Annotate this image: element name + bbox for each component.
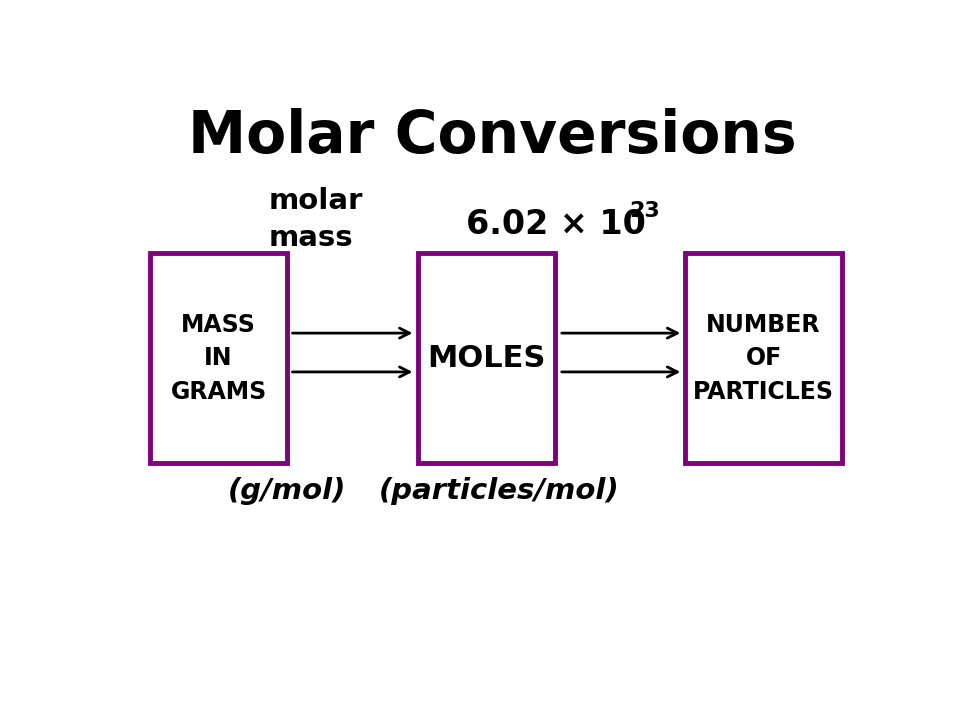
Text: (particles/mol): (particles/mol) <box>379 477 620 505</box>
Text: Molar Conversions: Molar Conversions <box>188 108 796 165</box>
Text: MASS
IN
GRAMS: MASS IN GRAMS <box>171 312 267 403</box>
FancyBboxPatch shape <box>685 253 842 464</box>
Text: 23: 23 <box>630 201 660 221</box>
FancyBboxPatch shape <box>418 253 555 464</box>
Text: NUMBER
OF
PARTICLES: NUMBER OF PARTICLES <box>693 312 834 403</box>
Text: MOLES: MOLES <box>427 343 545 372</box>
Text: (g/mol): (g/mol) <box>228 477 347 505</box>
Text: 6.02 × 10: 6.02 × 10 <box>466 209 646 241</box>
Text: molar
mass: molar mass <box>269 187 363 252</box>
FancyBboxPatch shape <box>150 253 287 464</box>
